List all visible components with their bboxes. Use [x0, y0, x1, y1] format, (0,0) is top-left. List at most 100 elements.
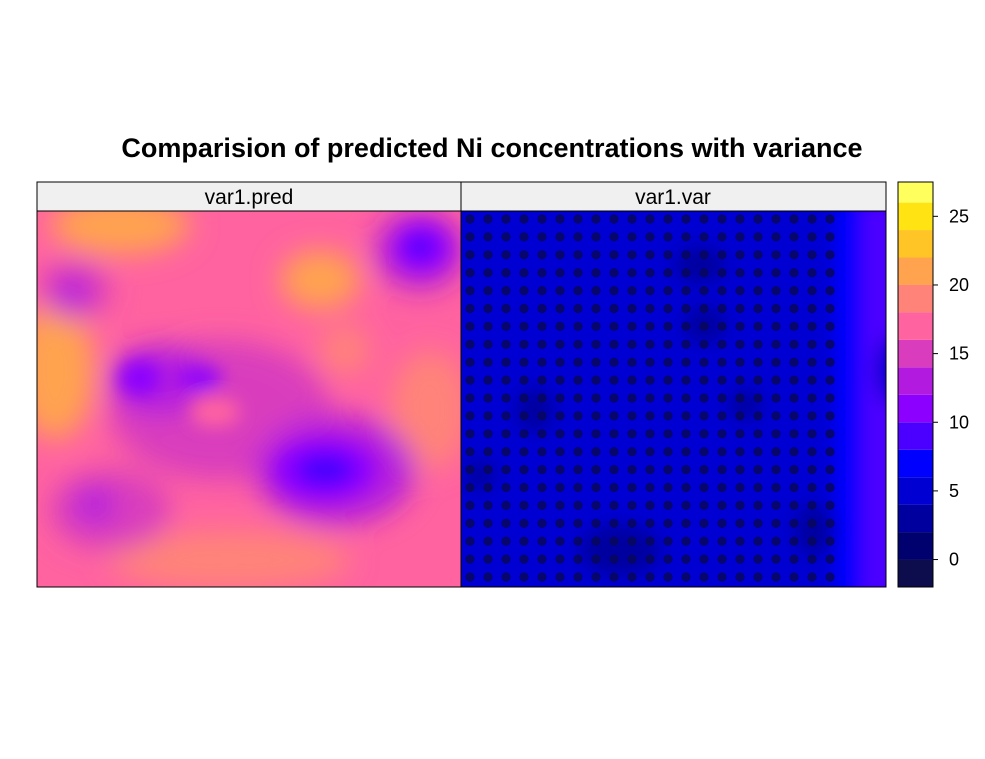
sample-point [465, 536, 475, 546]
pred-min-top [407, 237, 433, 257]
sample-point [627, 500, 637, 510]
sample-point [537, 572, 547, 582]
colorkey-bin [898, 477, 933, 505]
sample-point [573, 572, 583, 582]
var-edge-band-3 [875, 338, 886, 402]
sample-point [609, 357, 619, 367]
sample-point [645, 250, 655, 260]
sample-point [717, 447, 727, 457]
sample-point [681, 286, 691, 296]
sample-point [753, 465, 763, 475]
sample-point [825, 268, 835, 278]
sample-point [501, 393, 511, 403]
sample-point [555, 518, 565, 528]
sample-point [663, 447, 673, 457]
sample-point [789, 518, 799, 528]
sample-point [465, 429, 475, 439]
sample-point [519, 411, 529, 421]
sample-point [519, 357, 529, 367]
sample-point [825, 375, 835, 385]
sample-point [465, 518, 475, 528]
sample-point [555, 357, 565, 367]
sample-point [663, 465, 673, 475]
sample-point [627, 214, 637, 224]
sample-point [825, 339, 835, 349]
sample-point [519, 482, 529, 493]
sample-point [555, 214, 565, 224]
sample-point [645, 554, 655, 564]
sample-point [501, 482, 511, 493]
sample-point [645, 447, 655, 457]
sample-point [681, 339, 691, 349]
sample-point [573, 554, 583, 564]
sample-point [825, 321, 835, 331]
sample-point [501, 286, 511, 296]
sample-point [681, 465, 691, 475]
sample-point [681, 429, 691, 439]
sample-point [627, 232, 637, 242]
sample-point [717, 536, 727, 546]
colorkey-bins [898, 182, 933, 587]
sample-point [789, 447, 799, 457]
sample-point [537, 357, 547, 367]
sample-point [465, 357, 475, 367]
sample-point [825, 232, 835, 242]
sample-point [591, 518, 601, 528]
sample-point [825, 303, 835, 314]
sample-point [735, 518, 745, 528]
sample-point [555, 375, 565, 385]
sample-point [699, 286, 709, 296]
sample-point [663, 429, 673, 439]
sample-point [609, 214, 619, 224]
sample-point [465, 339, 475, 349]
sample-point [609, 339, 619, 349]
sample-point [807, 411, 817, 421]
sample-point [555, 536, 565, 546]
sample-point [681, 536, 691, 546]
sample-point [789, 554, 799, 564]
sample-point [555, 232, 565, 242]
sample-point [465, 482, 475, 493]
sample-point [753, 250, 763, 260]
pred-low-left [120, 361, 160, 395]
sample-point [735, 375, 745, 385]
sample-point [519, 321, 529, 331]
sample-point [681, 411, 691, 421]
sample-point [825, 429, 835, 439]
sample-point [537, 250, 547, 260]
sample-point [591, 214, 601, 224]
sample-point [627, 518, 637, 528]
sample-point [645, 339, 655, 349]
sample-point [753, 500, 763, 510]
colorkey-bin [898, 532, 933, 560]
sample-point [681, 447, 691, 457]
sample-point [699, 268, 709, 278]
sample-point [735, 554, 745, 564]
sample-point [771, 357, 781, 367]
sample-point [789, 214, 799, 224]
sample-point [753, 411, 763, 421]
sample-point [573, 321, 583, 331]
sample-point [483, 482, 493, 493]
sample-point [555, 554, 565, 564]
sample-point [825, 465, 835, 475]
var-surface [461, 211, 886, 587]
sample-point [753, 214, 763, 224]
pred-high-bottom [110, 530, 350, 587]
pred-high-top [50, 211, 190, 255]
sample-point [609, 393, 619, 403]
sample-point [789, 393, 799, 403]
sample-point [501, 321, 511, 331]
sample-point [537, 214, 547, 224]
sample-point [717, 357, 727, 367]
sample-point [501, 572, 511, 582]
sample-point [681, 268, 691, 278]
sample-point [609, 482, 619, 493]
sample-point [645, 500, 655, 510]
colorkey-bin [898, 367, 933, 395]
sample-point [771, 482, 781, 493]
sample-point [681, 303, 691, 314]
colorkey-bin [898, 339, 933, 368]
sample-point [591, 339, 601, 349]
sample-point [825, 554, 835, 564]
